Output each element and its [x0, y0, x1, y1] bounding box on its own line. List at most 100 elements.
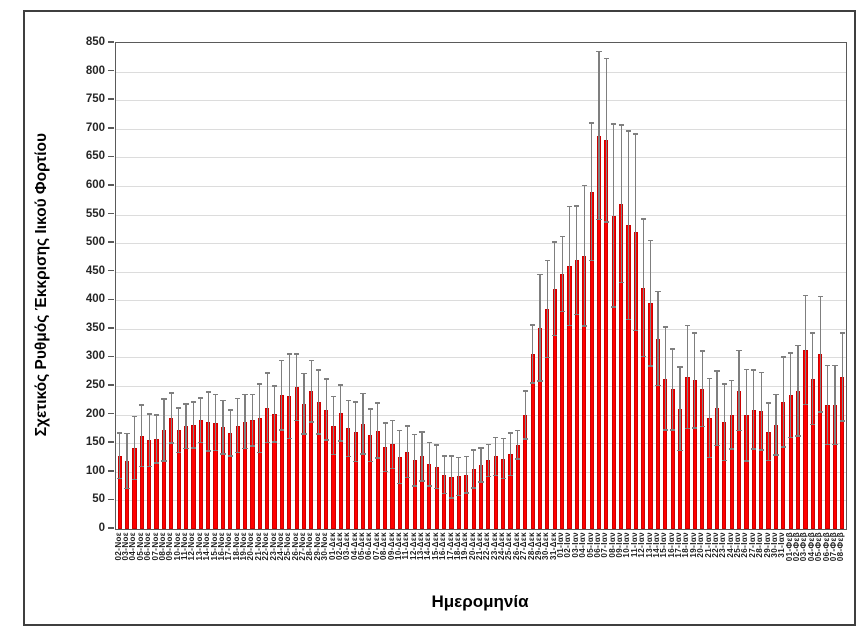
- error-bar-cap-bottom: [212, 449, 219, 452]
- error-bar-cap-top: [596, 50, 602, 53]
- error-bar-line: [443, 455, 445, 494]
- error-bar-line: [414, 434, 416, 487]
- error-bar-line: [421, 431, 423, 481]
- error-bar-cap-bottom: [389, 467, 396, 470]
- error-bar-cap-top: [537, 273, 543, 276]
- error-bar-cap-top: [662, 326, 668, 328]
- error-bar-cap-bottom: [670, 429, 676, 431]
- error-bar-cap-top: [478, 447, 484, 449]
- error-bar-cap-bottom: [139, 465, 145, 468]
- error-bar-cap-top: [706, 377, 713, 380]
- error-bar-cap-top: [389, 419, 396, 422]
- error-bar-cap-bottom: [589, 259, 595, 262]
- error-bar-line: [767, 403, 770, 461]
- error-bar-line: [273, 386, 276, 443]
- error-bar-cap-top: [375, 402, 381, 404]
- error-bar-cap-top: [131, 415, 138, 418]
- error-bar-line: [782, 356, 784, 448]
- error-bar-line: [495, 437, 497, 476]
- error-bar-cap-bottom: [721, 459, 727, 462]
- y-axis-tick: [108, 127, 114, 129]
- error-bar-line: [797, 345, 799, 436]
- error-bar-line: [237, 398, 239, 453]
- y-tick-label: 150: [85, 436, 105, 449]
- error-bar-cap-bottom: [485, 475, 491, 478]
- error-bar-cap-bottom: [714, 444, 720, 447]
- error-bar-line: [635, 133, 637, 331]
- error-bar-line: [657, 291, 659, 386]
- error-bar-line: [200, 398, 202, 443]
- error-bar-cap-bottom: [419, 480, 425, 482]
- error-bar-cap-bottom: [832, 443, 838, 446]
- error-bar-cap-top: [301, 372, 307, 375]
- error-bar-line: [148, 414, 150, 467]
- error-bar-line: [731, 380, 733, 449]
- gridline: [116, 100, 846, 102]
- error-bar-line: [694, 332, 696, 428]
- error-bar-line: [133, 416, 136, 480]
- y-tick-label: 800: [85, 64, 105, 77]
- y-axis-tick: [108, 441, 114, 443]
- error-bar-cap-top: [684, 324, 691, 327]
- error-bar-cap-bottom: [412, 485, 418, 487]
- error-bar-cap-bottom: [706, 456, 713, 459]
- error-bar-line: [126, 433, 128, 489]
- error-bar-line: [473, 450, 475, 488]
- error-bar-line: [760, 372, 762, 451]
- error-bar-cap-bottom: [743, 460, 750, 462]
- error-bar-line: [598, 51, 600, 220]
- error-bar-cap-top: [190, 401, 196, 403]
- x-axis-title: Ημερομηνία: [431, 592, 529, 611]
- gridline: [116, 185, 846, 187]
- y-axis-title: Σχετικός Ρυθμός Έκκρισης Ιικού Φορτίου: [33, 133, 50, 437]
- error-bar-line: [362, 393, 364, 455]
- error-bar-cap-top: [677, 366, 683, 368]
- error-bar-line: [281, 360, 283, 431]
- error-bar-cap-bottom: [522, 438, 528, 440]
- error-bar-cap-top: [493, 436, 499, 439]
- error-bar-line: [642, 219, 644, 357]
- y-axis-tick: [108, 498, 114, 501]
- gridline: [116, 328, 846, 330]
- error-bar-line: [178, 407, 180, 453]
- error-bar-line: [340, 384, 342, 441]
- error-bar-cap-bottom: [301, 433, 307, 435]
- error-bar-line: [745, 369, 748, 461]
- error-bar-line: [303, 373, 305, 435]
- error-bar-cap-top: [817, 295, 823, 298]
- error-bar-cap-top: [485, 443, 491, 446]
- y-axis-title-box: Σχετικός Ρυθμός Έκκρισης Ιικού Φορτίου: [26, 42, 58, 528]
- error-bar-line: [605, 58, 607, 222]
- error-bar-line: [826, 365, 829, 445]
- error-bar-cap-top: [448, 455, 455, 457]
- gridline: [116, 300, 846, 302]
- y-axis-tick: [108, 184, 114, 186]
- error-bar-cap-bottom: [360, 453, 366, 455]
- error-bar-cap-top: [471, 449, 477, 451]
- error-bar-cap-top: [758, 371, 764, 374]
- y-tick-label: 0: [98, 522, 105, 534]
- x-tick-label: 08-Φεβ: [836, 532, 846, 562]
- error-bar-cap-bottom: [279, 429, 285, 431]
- error-bar-cap-top: [264, 372, 270, 374]
- error-bar-cap-bottom: [603, 221, 609, 223]
- error-bar-line: [266, 372, 268, 443]
- error-bar-cap-top: [271, 385, 278, 387]
- error-bar-cap-top: [839, 332, 845, 334]
- error-bar-cap-bottom: [131, 478, 138, 480]
- error-bar-cap-bottom: [375, 457, 381, 459]
- error-bar-line: [509, 432, 512, 476]
- error-bar-cap-bottom: [773, 454, 779, 456]
- error-bar-line: [436, 444, 438, 489]
- error-bar-cap-bottom: [404, 476, 410, 479]
- error-bar-cap-bottom: [537, 380, 543, 382]
- error-bar-cap-bottom: [802, 403, 809, 406]
- error-bar-cap-bottom: [625, 318, 632, 321]
- error-bar-cap-bottom: [294, 419, 300, 422]
- error-bar-line: [708, 378, 711, 458]
- error-bar-cap-bottom: [515, 458, 521, 460]
- y-axis-tick: [108, 355, 114, 358]
- error-bar-cap-top: [139, 404, 145, 406]
- error-bar-cap-top: [603, 57, 609, 60]
- error-bar-line: [753, 370, 755, 449]
